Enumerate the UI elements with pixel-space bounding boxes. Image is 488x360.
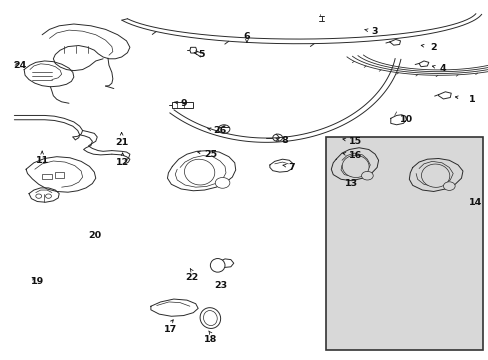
Text: 1: 1 (468, 95, 474, 104)
Ellipse shape (184, 159, 214, 185)
Text: 15: 15 (348, 137, 362, 146)
Polygon shape (189, 47, 196, 53)
Circle shape (361, 171, 372, 180)
Circle shape (45, 194, 51, 198)
Text: 17: 17 (163, 325, 177, 334)
Text: 23: 23 (214, 281, 227, 290)
Circle shape (443, 182, 454, 190)
Text: 7: 7 (288, 163, 294, 172)
Text: 8: 8 (281, 136, 287, 145)
Text: 11: 11 (36, 156, 49, 165)
Circle shape (36, 194, 41, 198)
Text: 12: 12 (116, 158, 129, 167)
Ellipse shape (342, 155, 368, 177)
Ellipse shape (203, 311, 217, 325)
Text: 19: 19 (31, 276, 44, 285)
Text: 24: 24 (13, 61, 26, 70)
Text: 9: 9 (180, 99, 186, 108)
Circle shape (218, 125, 229, 134)
Text: 16: 16 (348, 151, 362, 160)
Text: 20: 20 (87, 231, 101, 240)
Bar (326, 137, 483, 350)
Ellipse shape (421, 164, 449, 187)
Text: 4: 4 (439, 64, 445, 73)
Text: 21: 21 (115, 138, 128, 147)
Text: 3: 3 (370, 27, 377, 36)
Text: 25: 25 (204, 150, 217, 159)
Ellipse shape (200, 308, 220, 328)
Text: 22: 22 (185, 273, 198, 282)
Text: 5: 5 (198, 50, 205, 59)
Text: 14: 14 (468, 198, 481, 207)
Text: 26: 26 (212, 126, 225, 135)
Text: 13: 13 (345, 179, 358, 188)
Polygon shape (172, 102, 193, 108)
Text: 18: 18 (203, 335, 217, 344)
Circle shape (272, 134, 282, 141)
Text: 10: 10 (399, 114, 412, 123)
Text: 2: 2 (429, 43, 435, 52)
Text: 6: 6 (243, 32, 250, 41)
Ellipse shape (210, 258, 224, 272)
Circle shape (215, 177, 229, 188)
